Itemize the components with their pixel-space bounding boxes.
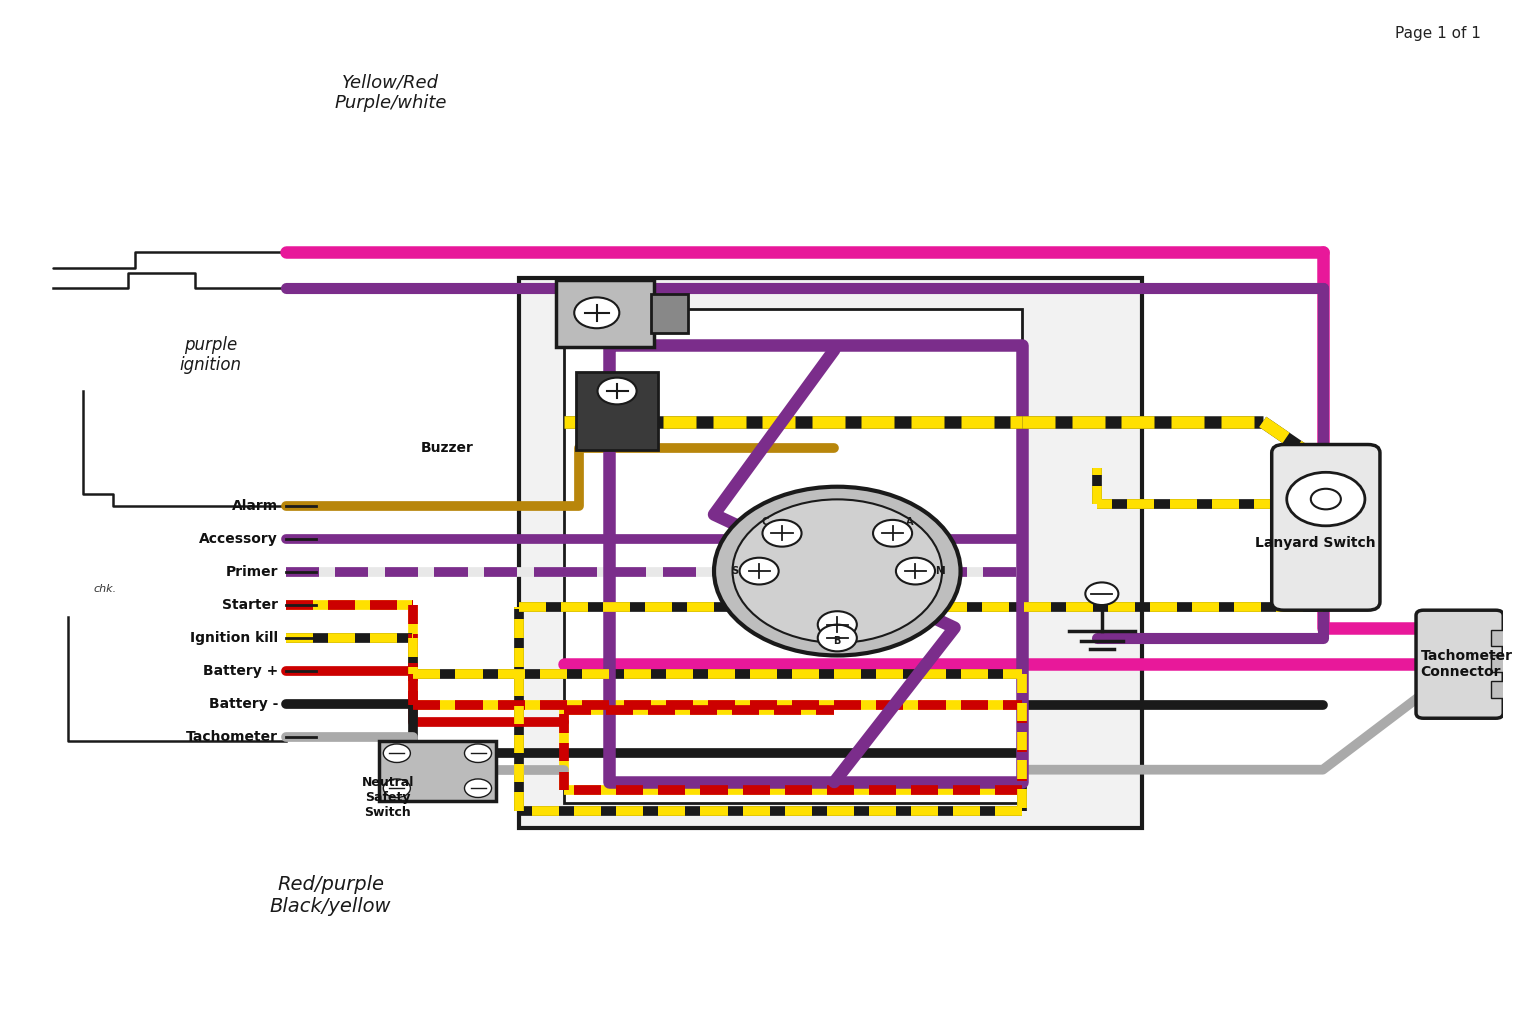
Bar	[379, 741, 496, 801]
Text: Battery -: Battery -	[208, 697, 278, 711]
Circle shape	[1311, 489, 1340, 509]
Text: Tachometer
Connector: Tachometer Connector	[1420, 648, 1513, 679]
Bar	[1492, 681, 1513, 698]
Circle shape	[874, 520, 912, 546]
Bar	[575, 372, 658, 450]
Text: Buzzer: Buzzer	[421, 440, 473, 455]
Text: B: B	[834, 636, 842, 646]
Circle shape	[817, 625, 857, 651]
Text: Neutral
Safety
Switch: Neutral Safety Switch	[361, 776, 415, 819]
Text: Ignition kill: Ignition kill	[190, 631, 278, 645]
Bar	[563, 309, 1022, 803]
Circle shape	[465, 779, 491, 797]
Bar	[557, 280, 653, 347]
Bar	[650, 294, 688, 333]
Circle shape	[762, 520, 802, 546]
Text: chk.: chk.	[93, 583, 116, 594]
Bar	[1492, 655, 1513, 672]
Text: Battery +: Battery +	[203, 664, 278, 678]
Text: purple
ignition: purple ignition	[179, 335, 242, 375]
Bar	[1492, 630, 1513, 646]
Text: C: C	[762, 517, 768, 527]
Circle shape	[715, 487, 961, 655]
Circle shape	[574, 297, 620, 328]
Text: Red/purple
Black/yellow: Red/purple Black/yellow	[269, 875, 392, 916]
Circle shape	[733, 499, 942, 643]
Text: Yellow/Red
Purple/white: Yellow/Red Purple/white	[335, 73, 447, 112]
FancyBboxPatch shape	[1271, 445, 1380, 610]
Text: Alarm: Alarm	[233, 499, 278, 513]
Text: S: S	[731, 566, 739, 576]
FancyBboxPatch shape	[1417, 610, 1502, 718]
Text: Page 1 of 1: Page 1 of 1	[1395, 26, 1481, 41]
Bar	[519, 278, 1143, 828]
Text: Primer: Primer	[225, 565, 278, 579]
Circle shape	[739, 558, 779, 584]
Circle shape	[465, 744, 491, 762]
Text: M: M	[935, 566, 944, 576]
Circle shape	[817, 611, 857, 638]
Text: Accessory: Accessory	[199, 532, 278, 546]
Text: Tachometer: Tachometer	[187, 730, 278, 744]
Text: Lanyard Switch: Lanyard Switch	[1255, 536, 1375, 551]
Circle shape	[1085, 582, 1118, 605]
Circle shape	[598, 378, 636, 404]
Text: Starter: Starter	[222, 598, 278, 612]
Circle shape	[384, 744, 410, 762]
Circle shape	[384, 779, 410, 797]
Circle shape	[897, 558, 935, 584]
Circle shape	[1287, 472, 1365, 526]
Text: A: A	[906, 517, 913, 527]
